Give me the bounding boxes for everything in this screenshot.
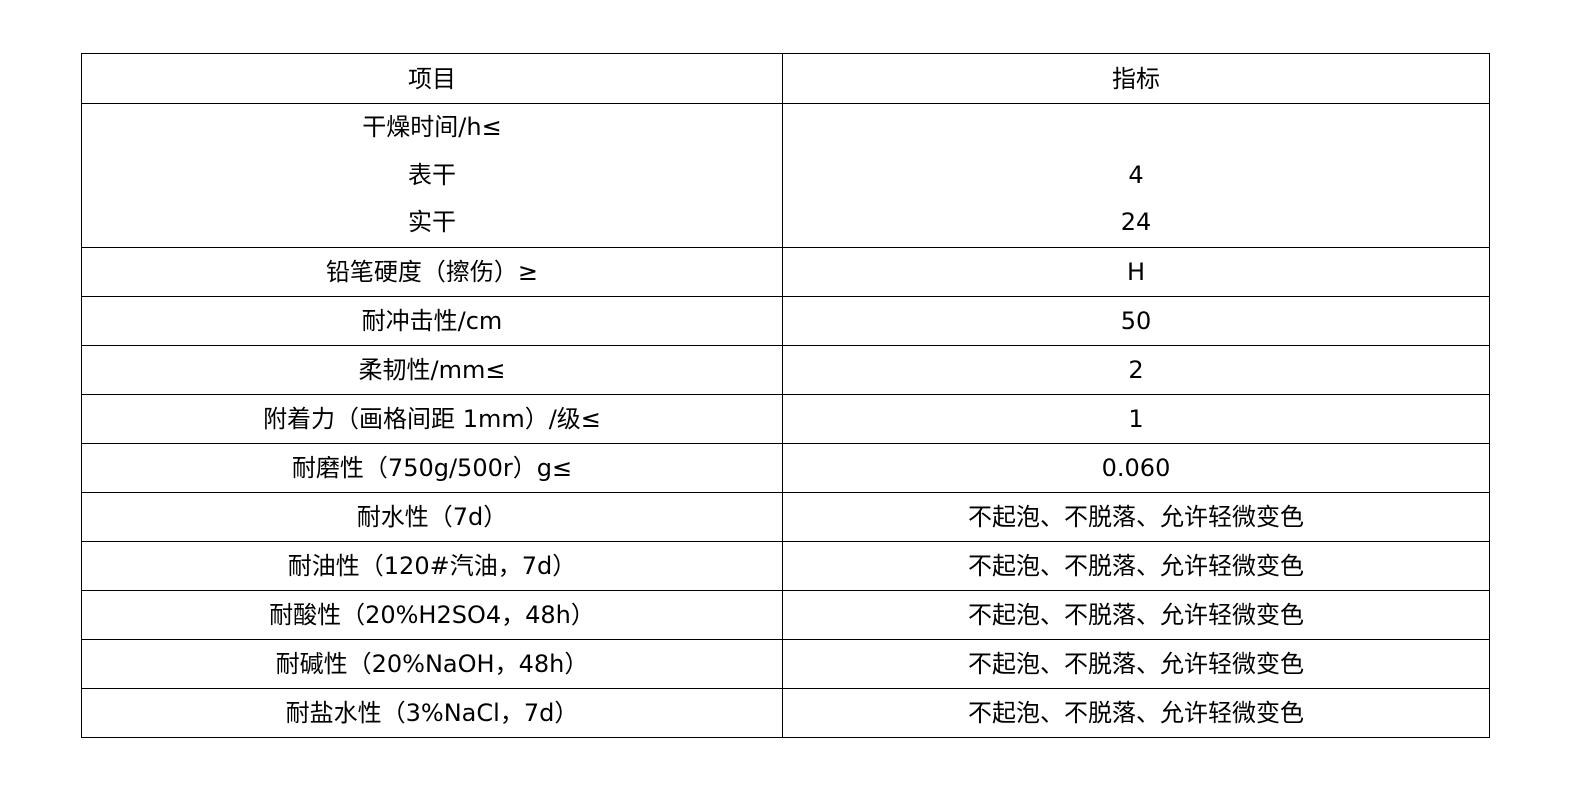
table-row: 耐碱性（20%NaOH，48h） 不起泡、不脱落、允许轻微变色	[81, 638, 1490, 689]
item-cell: 耐油性（120#汽油，7d）	[81, 540, 783, 591]
item-cell: 耐冲击性/cm	[81, 295, 783, 346]
table-row: 耐冲击性/cm 50	[81, 295, 1490, 346]
drying-hard-value: 24	[1120, 208, 1152, 236]
value-cell: 50	[782, 295, 1490, 346]
spec-table: 项目 指标 干燥时间/h≤ 表干 实干 4 24 铅笔硬度（擦伤）≥ H 耐冲击性…	[81, 53, 1490, 738]
table-row-drying: 干燥时间/h≤ 表干 实干 4 24	[81, 103, 1490, 248]
table-row: 耐酸性（20%H2SO4，48h） 不起泡、不脱落、允许轻微变色	[81, 589, 1490, 640]
drying-label: 干燥时间/h≤	[362, 113, 502, 141]
item-cell: 柔韧性/mm≤	[81, 344, 783, 395]
table-row: 耐盐水性（3%NaCl，7d） 不起泡、不脱落、允许轻微变色	[81, 687, 1490, 738]
value-cell: 不起泡、不脱落、允许轻微变色	[782, 687, 1490, 738]
item-cell: 耐碱性（20%NaOH，48h）	[81, 638, 783, 689]
value-cell: 不起泡、不脱落、允许轻微变色	[782, 589, 1490, 640]
value-cell: 不起泡、不脱落、允许轻微变色	[782, 540, 1490, 591]
drying-item-cell: 干燥时间/h≤ 表干 实干	[81, 103, 783, 248]
drying-hard-label: 实干	[408, 208, 456, 236]
value-cell: 不起泡、不脱落、允许轻微变色	[782, 491, 1490, 542]
table-row: 耐磨性（750g/500r）g≤ 0.060	[81, 442, 1490, 493]
item-cell: 铅笔硬度（擦伤）≥	[81, 246, 783, 297]
header-spec: 指标	[782, 53, 1490, 104]
value-cell: 0.060	[782, 442, 1490, 493]
item-cell: 耐磨性（750g/500r）g≤	[81, 442, 783, 493]
item-cell: 附着力（画格间距 1mm）/级≤	[81, 393, 783, 444]
value-cell: H	[782, 246, 1490, 297]
table-row: 柔韧性/mm≤ 2	[81, 344, 1490, 395]
value-cell: 2	[782, 344, 1490, 395]
drying-value-cell: 4 24	[782, 103, 1490, 248]
table-header-row: 项目 指标	[81, 53, 1490, 104]
item-cell: 耐酸性（20%H2SO4，48h）	[81, 589, 783, 640]
item-cell: 耐水性（7d）	[81, 491, 783, 542]
drying-surface-label: 表干	[408, 160, 456, 189]
table-row: 耐油性（120#汽油，7d） 不起泡、不脱落、允许轻微变色	[81, 540, 1490, 591]
value-cell: 不起泡、不脱落、允许轻微变色	[782, 638, 1490, 689]
drying-surface-value: 4	[1128, 160, 1144, 189]
table-row: 耐水性（7d） 不起泡、不脱落、允许轻微变色	[81, 491, 1490, 542]
value-cell: 1	[782, 393, 1490, 444]
table-row: 铅笔硬度（擦伤）≥ H	[81, 246, 1490, 297]
item-cell: 耐盐水性（3%NaCl，7d）	[81, 687, 783, 738]
table-row: 附着力（画格间距 1mm）/级≤ 1	[81, 393, 1490, 444]
header-item: 项目	[81, 53, 783, 104]
